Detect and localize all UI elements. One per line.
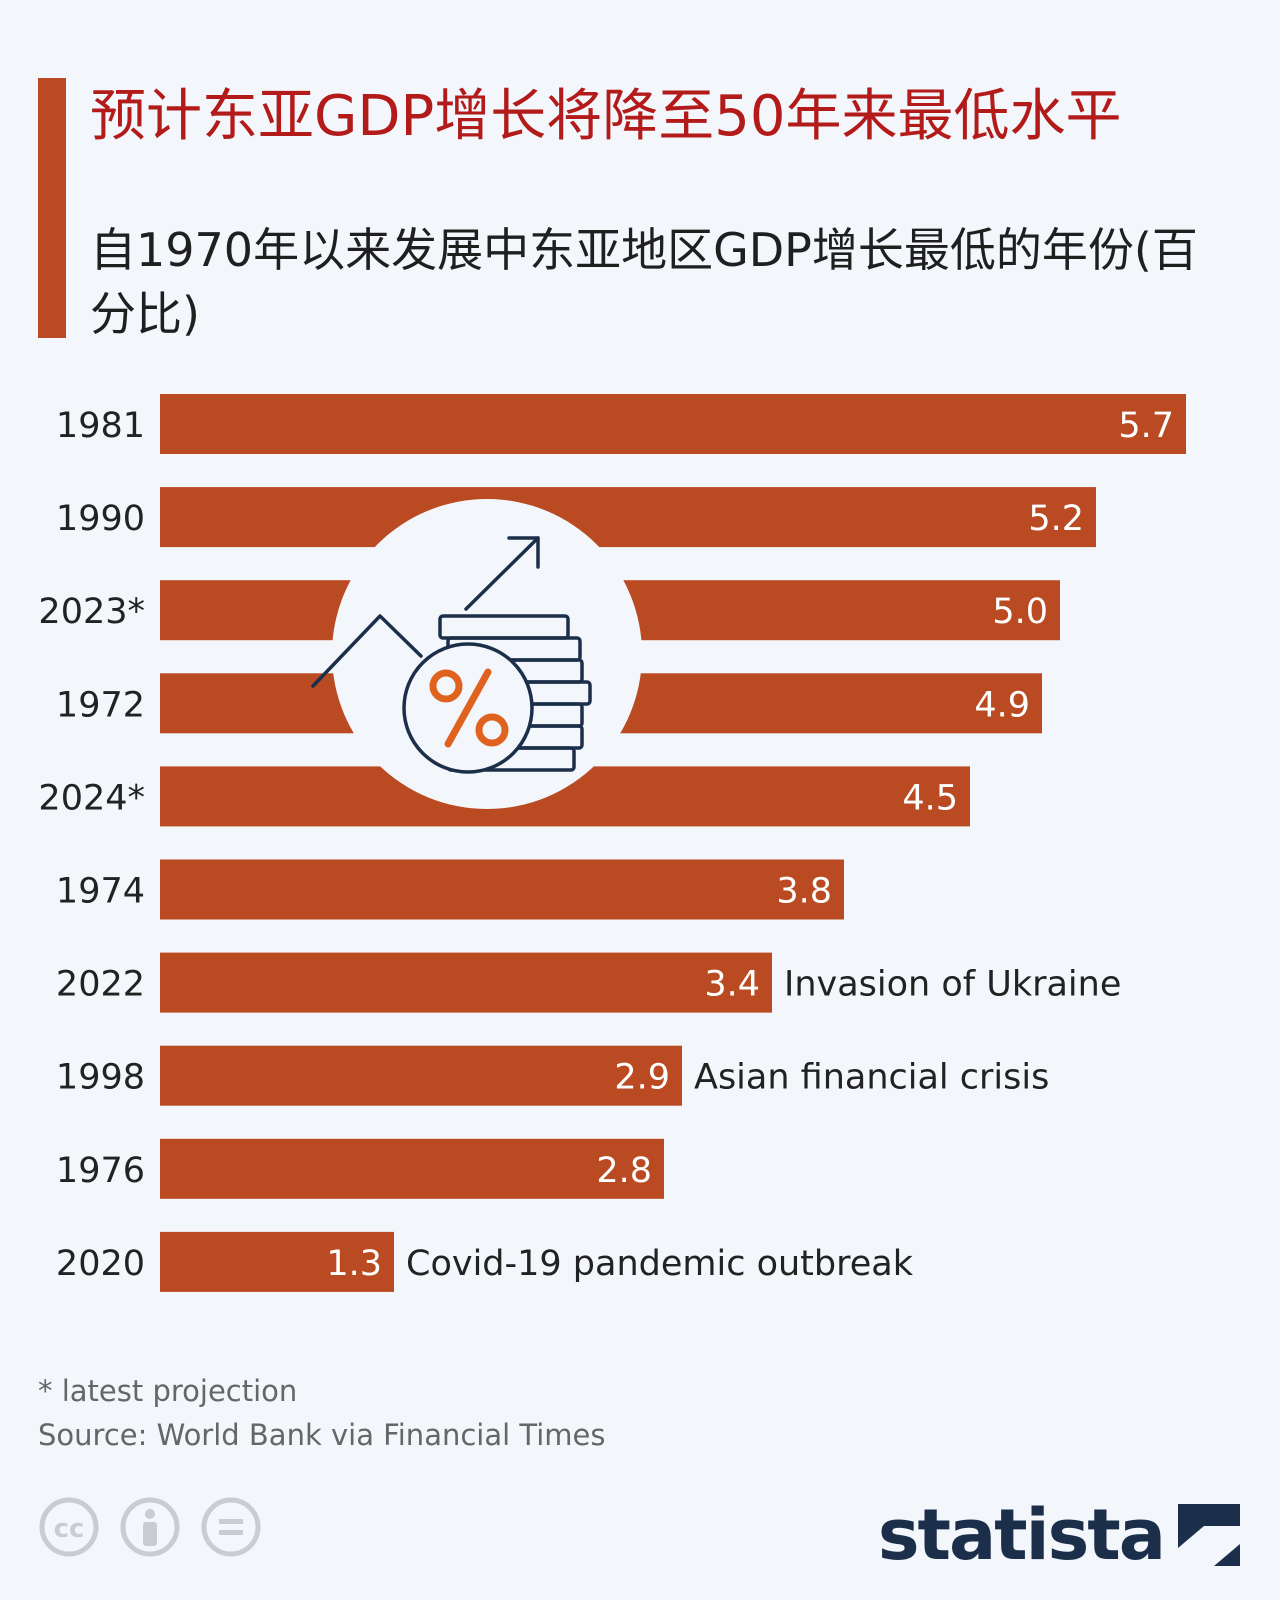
- value-label: 5.0: [992, 592, 1048, 632]
- bar-2022: [160, 952, 772, 1013]
- cc-icon[interactable]: cc: [38, 1496, 100, 1558]
- bar-1990: [160, 487, 1096, 548]
- category-label: 1981: [56, 406, 145, 446]
- bar-1998: [160, 1045, 682, 1106]
- value-label: 3.8: [776, 872, 832, 912]
- value-label: 5.7: [1118, 406, 1174, 446]
- value-label: 3.4: [704, 965, 760, 1005]
- chart-title: 预计东亚GDP增长将降至50年来最低水平: [90, 84, 1122, 149]
- value-label: 1.3: [326, 1244, 382, 1284]
- category-label: 2024*: [38, 778, 145, 818]
- statista-mark-icon: [1178, 1504, 1240, 1566]
- source: Source: World Bank via Financial Times: [38, 1418, 606, 1452]
- bar-1974: [160, 859, 844, 920]
- annotation-label: Invasion of Ukraine: [784, 965, 1121, 1005]
- brand-wordmark: statista: [877, 1494, 1166, 1576]
- title-accent-bar: [38, 78, 66, 338]
- bar-1976: [160, 1138, 664, 1199]
- labels-layer: 1981 5.7 1990 5.2 2023* 5.0 1972 4.9 2024* 4.5 197…: [38, 406, 1174, 1284]
- bar-chart: 1981 5.7 1990 5.2 2023* 5.0 1972 4.9 2024* 4.5 197…: [38, 394, 1186, 1292]
- category-label: 2023*: [38, 592, 145, 632]
- annotation-label: Covid-19 pandemic outbreak: [406, 1244, 914, 1284]
- value-label: 2.8: [596, 1151, 652, 1191]
- statista-logo[interactable]: statista: [878, 1494, 1240, 1576]
- bar-1981: [160, 394, 1186, 454]
- value-label: 4.5: [902, 778, 958, 818]
- value-label: 4.9: [974, 685, 1030, 725]
- category-label: 2020: [56, 1244, 145, 1284]
- no-derivatives-icon[interactable]: [200, 1496, 262, 1558]
- license-icons: cc: [38, 1496, 276, 1562]
- category-label: 2022: [56, 965, 145, 1005]
- category-label: 1976: [56, 1151, 145, 1191]
- svg-text:cc: cc: [54, 1514, 85, 1544]
- growth-icon: [311, 499, 642, 809]
- chart-subtitle: 自1970年以来发展中东亚地区GDP增长最低的年份(百分比): [90, 223, 1198, 341]
- attribution-icon[interactable]: [119, 1496, 181, 1558]
- annotation-label: Asian financial crisis: [694, 1058, 1049, 1098]
- value-label: 5.2: [1028, 499, 1084, 539]
- value-label: 2.9: [614, 1058, 670, 1098]
- category-label: 1990: [56, 499, 145, 539]
- category-label: 1972: [56, 685, 145, 725]
- category-label: 1998: [56, 1058, 145, 1098]
- category-label: 1974: [56, 872, 145, 912]
- bar-2020: [160, 1231, 394, 1292]
- footnote: * latest projection: [38, 1374, 298, 1408]
